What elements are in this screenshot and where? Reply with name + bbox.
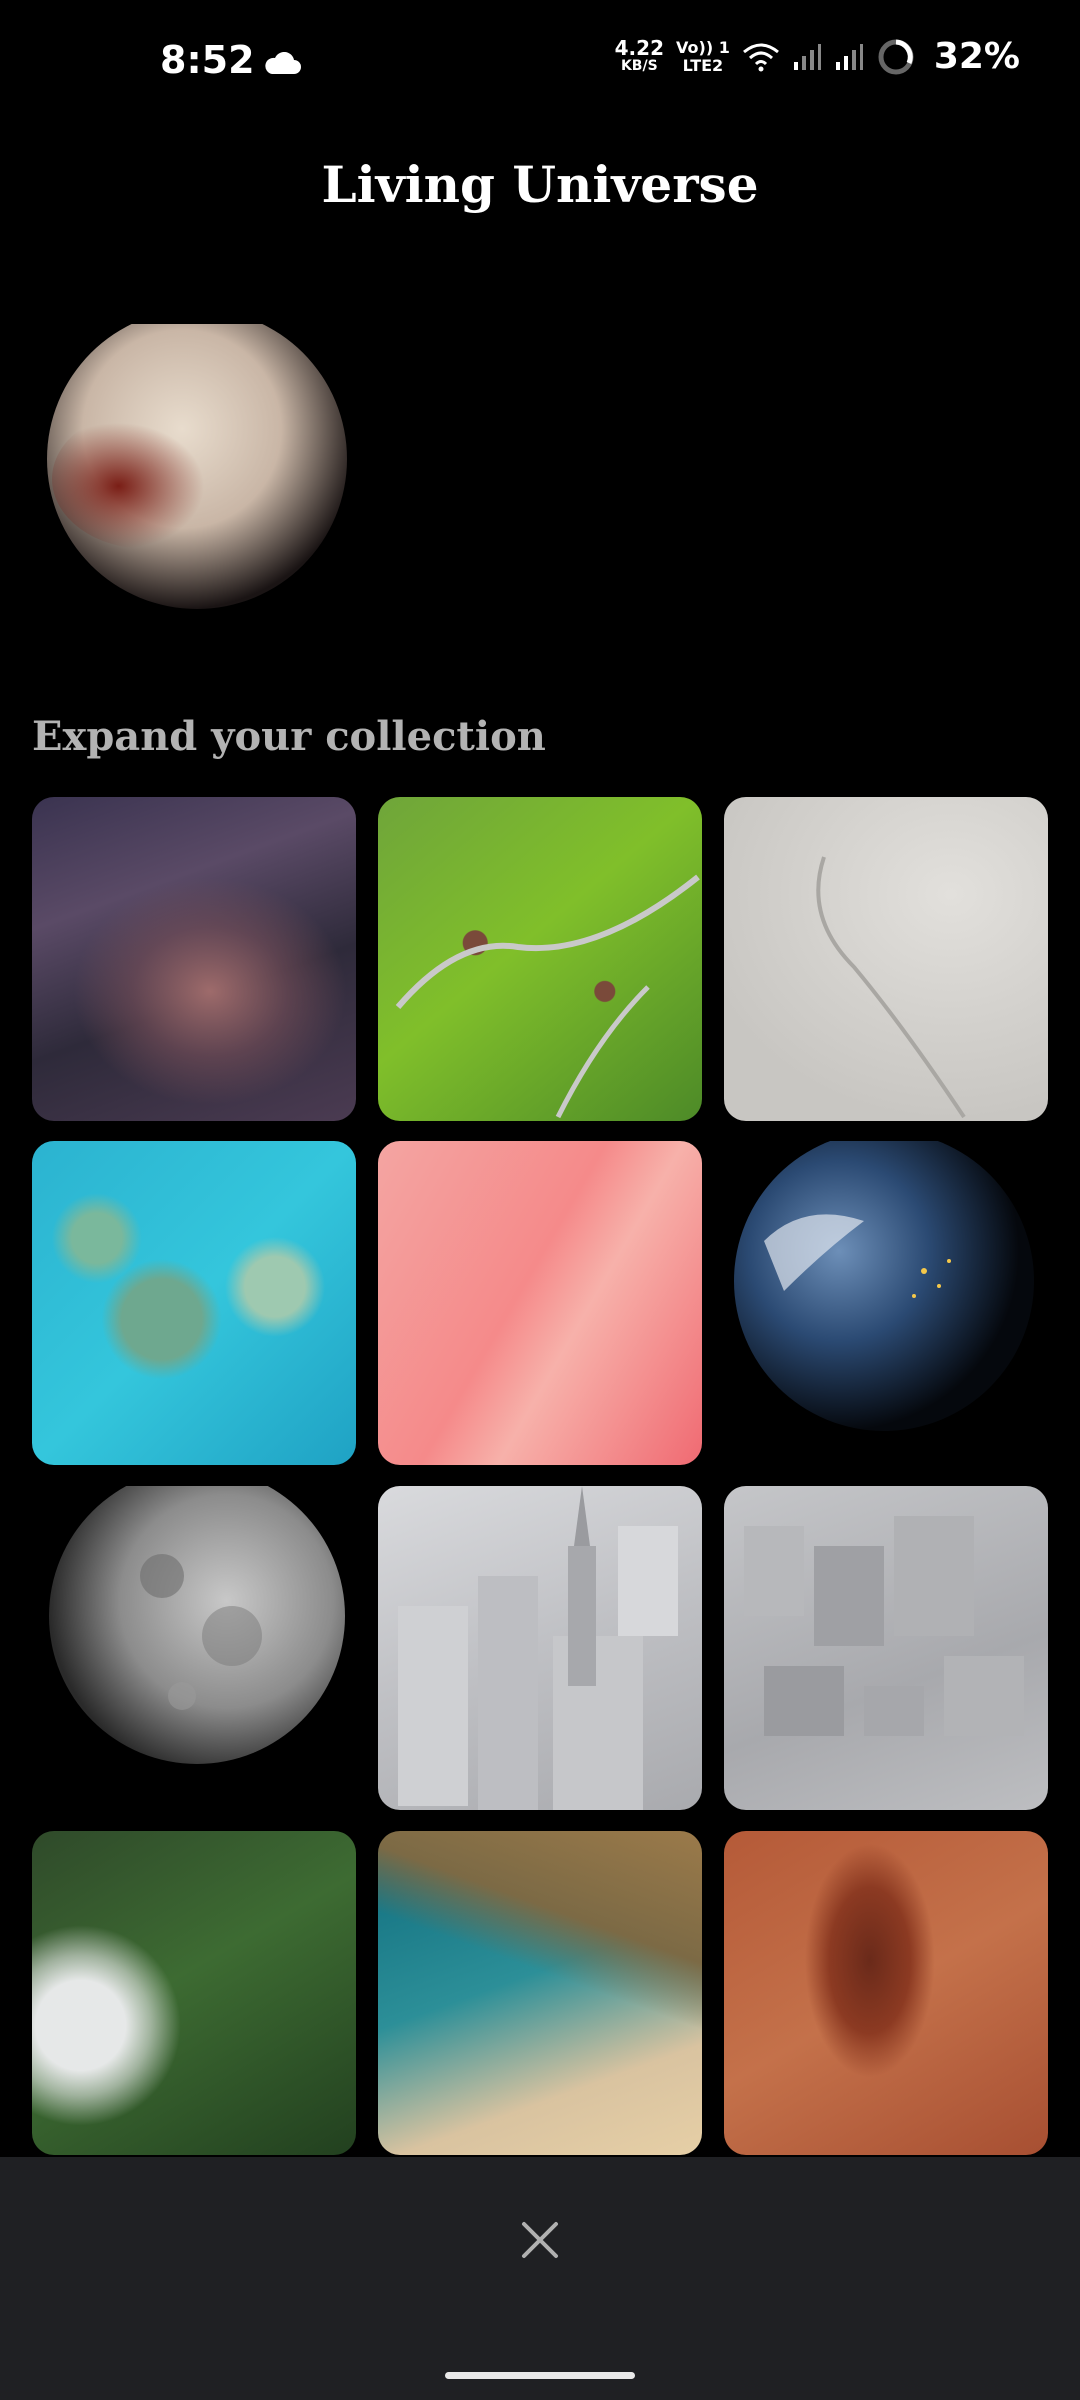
collection-item-hills[interactable] — [378, 797, 702, 1121]
city-tower-image — [398, 1486, 678, 1810]
collection-item-pink[interactable] — [378, 1141, 702, 1465]
page-title: Living Universe — [321, 155, 759, 214]
cloud-icon — [265, 52, 301, 74]
collection-item-earth[interactable] — [724, 1141, 1048, 1465]
collection-item-forest[interactable] — [32, 1831, 356, 2155]
section-title: Expand your collection — [32, 713, 546, 760]
home-indicator[interactable] — [445, 2372, 635, 2379]
earth-image — [734, 1141, 1034, 1431]
city-blocks-image — [744, 1516, 1024, 1736]
bottom-bar — [0, 2157, 1080, 2400]
volte-indicator: Vo)) 1 LTE2 — [676, 37, 730, 75]
collection-item-moon[interactable] — [32, 1486, 356, 1810]
status-time: 8:52 — [160, 38, 255, 82]
close-icon[interactable] — [510, 2210, 570, 2270]
collection-item-reef[interactable] — [32, 1141, 356, 1465]
collection-item-desert[interactable] — [724, 1831, 1048, 2155]
wifi-icon — [742, 43, 779, 71]
pluto-image — [47, 324, 347, 609]
road-lines — [395, 874, 700, 1119]
moon-image — [49, 1486, 345, 1764]
sand-ridge — [816, 856, 966, 1119]
net-speed: 4.22 KB/S — [614, 35, 664, 74]
collection-item-rock[interactable] — [32, 797, 356, 1121]
battery-icon — [878, 39, 914, 74]
collection-item-beach[interactable] — [378, 1831, 702, 2155]
collection-item-city-tower[interactable] — [378, 1486, 702, 1810]
signal-icon-2 — [835, 43, 863, 70]
collection-item-sand[interactable] — [724, 797, 1048, 1121]
signal-icon-1 — [793, 43, 821, 70]
collection-item-city-blocks[interactable] — [724, 1486, 1048, 1810]
status-bar: 8:52 4.22 KB/S Vo)) 1 LTE2 3 — [0, 0, 1080, 130]
current-wallpaper-pluto[interactable] — [32, 324, 356, 648]
battery-percent: 32% — [933, 36, 1020, 77]
